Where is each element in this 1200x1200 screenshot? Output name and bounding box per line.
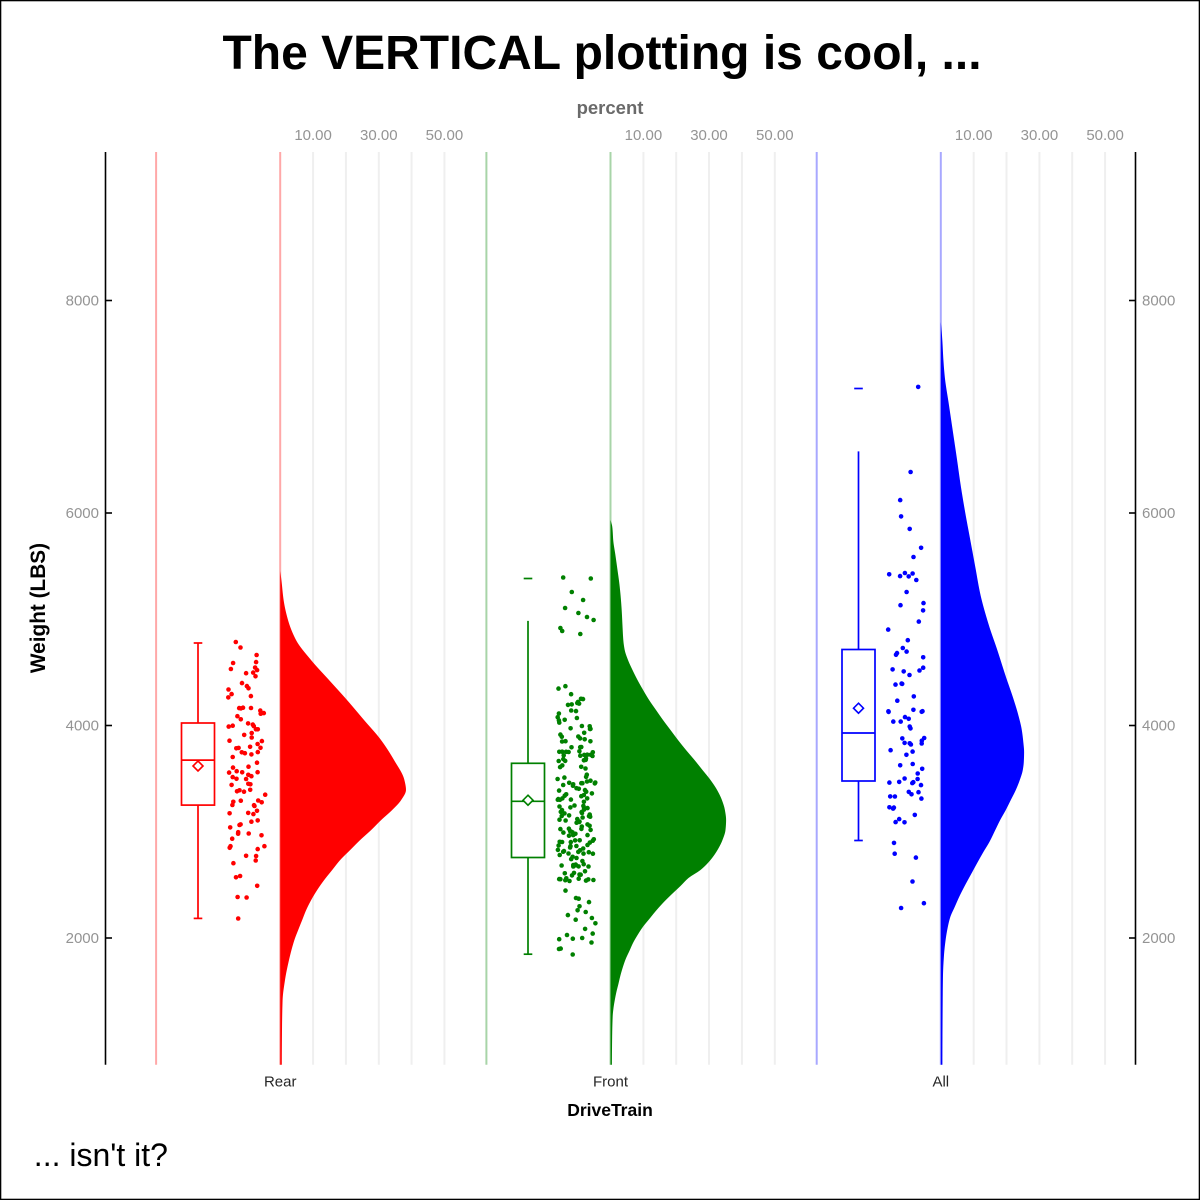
svg-text:8000: 8000 bbox=[66, 293, 99, 310]
svg-text:DriveTrain: DriveTrain bbox=[567, 1100, 653, 1120]
svg-text:10.00: 10.00 bbox=[294, 127, 332, 144]
svg-text:4000: 4000 bbox=[1142, 718, 1175, 735]
svg-text:50.00: 50.00 bbox=[756, 127, 794, 144]
svg-text:10.00: 10.00 bbox=[955, 127, 993, 144]
svg-text:4000: 4000 bbox=[66, 718, 99, 735]
svg-text:30.00: 30.00 bbox=[360, 127, 398, 144]
svg-text:50.00: 50.00 bbox=[426, 127, 464, 144]
svg-text:8000: 8000 bbox=[1142, 293, 1175, 310]
svg-text:Front: Front bbox=[593, 1074, 629, 1091]
svg-text:The VERTICAL plotting is cool,: The VERTICAL plotting is cool, ... bbox=[222, 27, 981, 80]
svg-text:Rear: Rear bbox=[264, 1074, 297, 1091]
svg-text:All: All bbox=[932, 1074, 949, 1091]
svg-text:30.00: 30.00 bbox=[690, 127, 728, 144]
svg-text:6000: 6000 bbox=[1142, 505, 1175, 522]
svg-text:30.00: 30.00 bbox=[1021, 127, 1059, 144]
svg-text:2000: 2000 bbox=[1142, 930, 1175, 947]
svg-text:6000: 6000 bbox=[66, 505, 99, 522]
svg-text:... isn't it?: ... isn't it? bbox=[34, 1137, 168, 1173]
svg-text:10.00: 10.00 bbox=[625, 127, 663, 144]
svg-text:2000: 2000 bbox=[66, 930, 99, 947]
svg-text:Weight (LBS): Weight (LBS) bbox=[27, 543, 50, 673]
svg-text:50.00: 50.00 bbox=[1086, 127, 1124, 144]
svg-text:percent: percent bbox=[577, 97, 644, 118]
